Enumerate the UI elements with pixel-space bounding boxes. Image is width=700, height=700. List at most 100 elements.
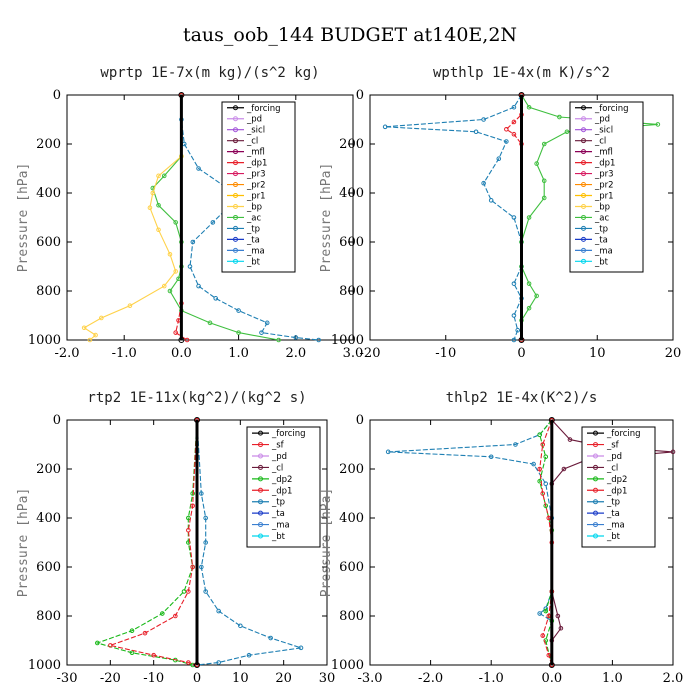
panel-3: rtp2 1E-11x(kg^2)/(kg^2 s) Pressure [hPa]… [16,390,335,686]
x-tick-label: -2.0 [418,671,443,686]
y-tick-label: 0 [53,88,61,103]
y-tick-label: 600 [36,560,61,575]
legend-label-forcing: _forcing [594,104,629,114]
point-bp [156,173,161,179]
legend-marker-dp1 [593,487,598,493]
panel-title: thlp2 1E-4x(K^2)/s [446,390,598,406]
point-tp [511,215,517,220]
legend-label-dp1: _dp1 [271,486,292,496]
y-tick-label: 1000 [331,333,364,348]
point-ac [161,173,167,179]
legend-marker-sf [593,442,598,448]
legend-label-forcing: _forcing [606,429,641,439]
point-tp [316,337,321,343]
x-tick-label: -20 [100,671,121,686]
point-ac [526,281,532,286]
point-bp [87,337,93,343]
point-dp2 [129,650,135,656]
point-tp [203,540,208,545]
x-tick-label: 1.0 [602,671,623,686]
x-tick-label: 2.0 [285,346,306,361]
y-tick-label: 400 [339,511,364,526]
point-tp [293,335,299,340]
legend-label-bt: _bt [594,257,609,267]
legend-label-ac: _ac [594,213,609,223]
y-axis-label: Pressure [hPa] [319,163,334,273]
legend-label-cl: _cl [246,137,258,147]
legend-label-pd: _pd [246,115,262,125]
x-tick-label: 3.0 [343,346,364,361]
y-tick-label: 200 [339,462,364,477]
point-tp [513,442,518,447]
y-tick-label: 800 [339,284,364,299]
legend-box [246,426,321,548]
y-tick-label: 400 [36,511,61,526]
series-tp [180,95,319,341]
series-tp [385,94,523,341]
x-tick-label: -1.0 [479,671,504,686]
legend-label-dp1: _dp1 [606,486,627,496]
point-tp [187,264,193,269]
point-dp2 [95,640,100,646]
legend-marker-ta [581,236,586,242]
point-ac [534,161,539,166]
legend-label-pd: _pd [606,452,622,462]
legend-label-dp2: _dp2 [606,475,627,485]
point-tp [531,461,536,467]
point-dp1 [186,660,191,665]
point-dp1 [190,503,195,509]
y-tick-label: 1000 [331,658,364,673]
x-tick-label: -30 [57,671,78,686]
legend-label-tp: _tp [271,498,285,508]
point-cl [567,437,573,442]
x-tick-label: 1.0 [228,346,249,361]
legend-label-ma: _ma [271,521,290,531]
point-tp [511,313,517,318]
legend-marker-ac [233,214,238,220]
series-dp2 [539,419,553,666]
legend-label-forcing: _forcing [246,104,281,114]
point-ac [526,104,532,110]
legend-marker-pr3 [233,171,238,177]
legend-marker-dp2 [593,476,598,482]
y-tick-label: 200 [339,137,364,152]
legend-marker-pr1 [233,193,238,199]
y-tick-label: 800 [36,609,61,624]
y-tick-label: 600 [36,235,61,250]
legend-label-bt: _bt [271,532,286,542]
legend-label-cl: _cl [271,463,283,473]
point-forcing [518,92,525,98]
point-tp [236,308,241,313]
point-tp [203,589,208,594]
point-tp [196,166,201,171]
x-tick-label: -3.0 [357,671,382,686]
point-dp2 [129,628,135,634]
legend-label-sf: _sf [606,441,620,451]
legend-marker-dp1 [581,160,586,166]
point-dp2 [190,491,195,496]
point-tp [504,139,509,144]
legend-label-bt: _bt [246,257,261,267]
legend-marker-pd [258,453,263,459]
legend-label-pr2: _pr2 [246,181,266,191]
panel-4: thlp2 1E-4x(K^2)/s Pressure [hPa] 0 200 400 6… [319,390,683,686]
series-dp1 [108,419,198,666]
legend-marker-ma [593,522,598,528]
legend-marker-ac [581,214,586,220]
legend-marker-bp [581,203,586,209]
panels: wprtp 1E-7x(m kg)/(s^2 kg) Pressure [hPa]… [16,65,683,686]
y-axis-label: Pressure [hPa] [16,163,31,273]
y-axis-label: Pressure [hPa] [16,488,31,598]
legend-label-tp: _tp [606,498,620,508]
point-ac [236,330,241,335]
x-tick-label: 0 [193,671,201,686]
plot-frame [369,419,674,666]
y-tick-label: 0 [356,413,364,428]
point-forcing [518,337,525,343]
point-tp [259,330,264,335]
legend-marker-ta [593,510,598,516]
point-tp [196,283,201,289]
legend-label-pr3: _pr3 [594,170,614,180]
y-tick-label: 800 [339,609,364,624]
